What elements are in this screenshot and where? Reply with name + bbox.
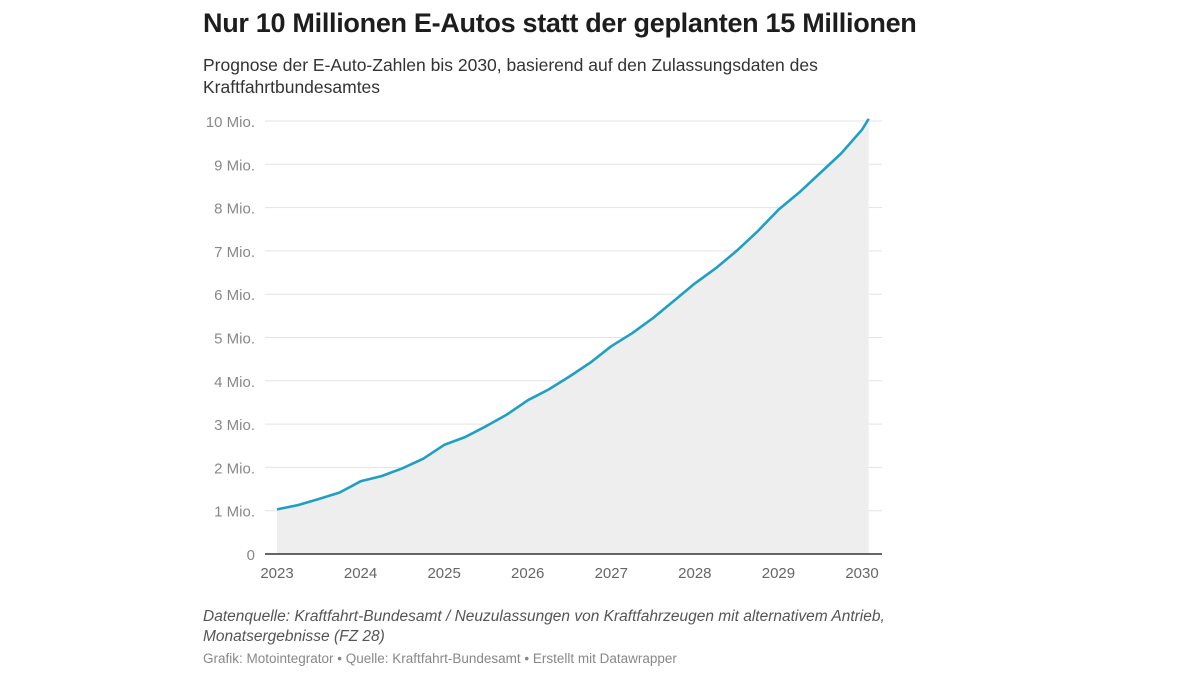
y-tick-label: 7 Mio. [214,244,255,261]
x-tick-label: 2028 [678,565,711,582]
y-tick-label: 0 [247,547,255,564]
y-tick-label: 9 Mio. [214,157,255,174]
y-tick-label: 1 Mio. [214,504,255,521]
chart-subtitle: Prognose der E-Auto-Zahlen bis 2030, bas… [203,55,818,97]
area-chart: 0 1 Mio. 2 Mio. 3 Mio. 4 Mio. 5 Mio. 6 Mio. 7 M… [206,114,882,582]
y-tick-label: 2 Mio. [214,460,255,477]
y-tick-label: 8 Mio. [214,201,255,218]
chart-title: Nur 10 Millionen E-Autos statt der gepla… [203,8,917,38]
y-tick-label: 3 Mio. [214,417,255,434]
x-tick-label: 2029 [762,565,795,582]
area-fill [277,118,869,555]
y-tick-label: 6 Mio. [214,287,255,304]
x-tick-label: 2026 [511,565,544,582]
y-tick-label: 4 Mio. [214,374,255,391]
y-tick-label: 5 Mio. [214,331,255,348]
x-tick-label: 2023 [260,565,293,582]
x-tick-label: 2027 [595,565,628,582]
data-line [276,118,870,511]
x-tick-label: 2030 [845,565,878,582]
byline: Grafik: Motointegrator • Quelle: Kraftfa… [203,651,677,666]
x-tick-label: 2024 [344,565,377,582]
x-tick-label: 2025 [427,565,460,582]
data-source-note: Datenquelle: Kraftfahrt-Bundesamt / Neuz… [203,608,885,645]
y-tick-label: 10 Mio. [206,114,255,131]
